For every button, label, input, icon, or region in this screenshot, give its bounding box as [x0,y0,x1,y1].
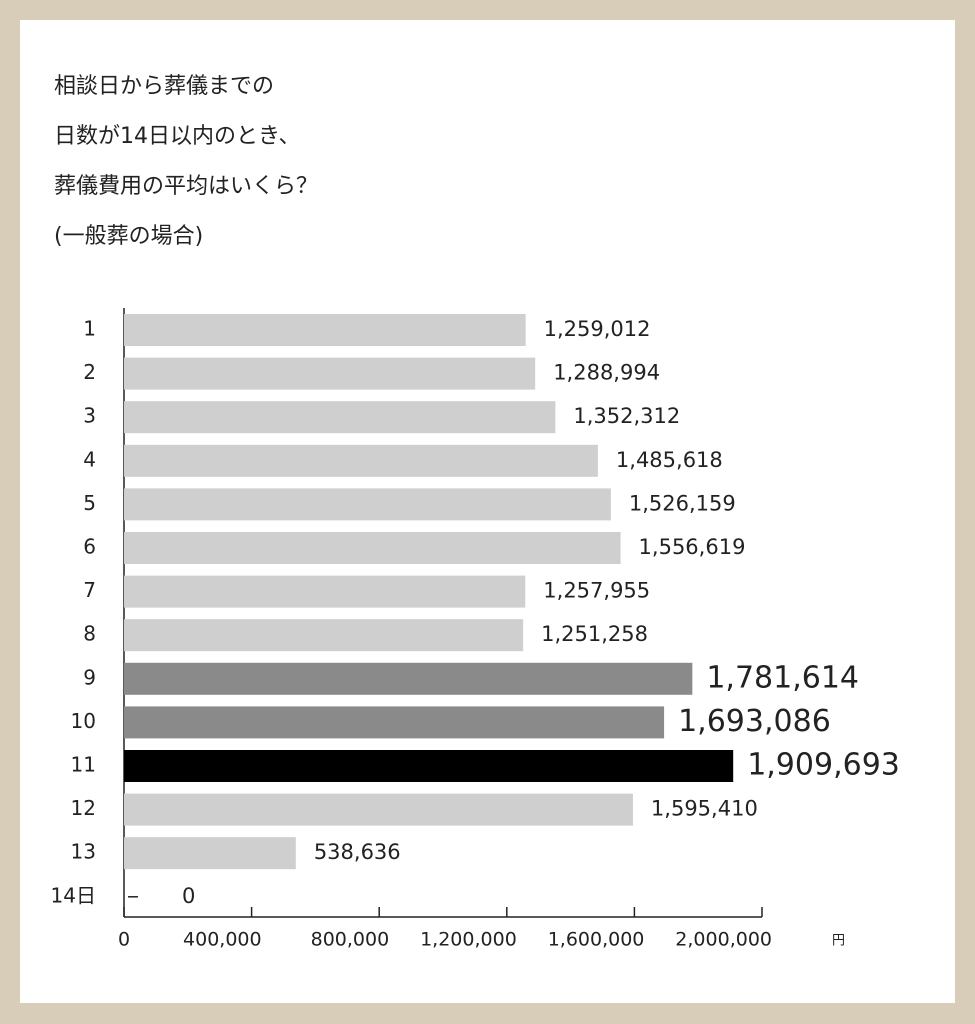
y-tick-label: 10 [71,709,96,733]
value-label: 1,556,619 [639,535,746,559]
value-label: 1,526,159 [629,491,736,515]
y-tick-label: 11 [71,753,96,777]
bar [124,750,734,782]
y-tick-label: 14日 [51,883,96,907]
value-label: 1,352,312 [573,404,680,428]
bar [124,793,633,826]
value-label: 538,636 [314,840,401,864]
value-label: 1,781,614 [706,660,859,695]
y-tick-label: 2 [83,360,96,384]
value-label: 1,693,086 [678,704,831,739]
x-tick-label: 400,000 [183,929,262,951]
bar [124,532,621,564]
value-label: 1,485,618 [616,448,723,472]
y-tick-label: 4 [83,447,96,471]
bar [124,488,611,521]
y-tick-label: 1 [83,317,96,341]
chart-title: (一般葬の場合) [54,224,203,249]
value-label: 0 [182,884,195,908]
x-tick-label: 800,000 [311,929,390,951]
value-label: 1,251,258 [541,622,648,646]
bar [124,575,526,608]
y-tick-label: 7 [83,578,96,602]
chart-title: 日数が14日以内のとき、 [54,124,300,149]
y-tick-label: 8 [83,622,96,646]
bar [124,314,526,346]
x-tick-label: 0 [118,929,130,951]
value-label: 1,288,994 [553,361,660,385]
chart-title: 葬儀費用の平均はいくら？ [54,174,318,199]
value-label: 1,595,410 [651,797,758,821]
value-label: 1,257,955 [543,579,650,603]
bar [124,619,524,652]
bar [124,401,556,434]
x-tick-label: 1,200,000 [420,929,517,951]
bar [124,662,693,695]
bar [124,706,665,739]
bar [124,357,536,390]
y-tick-label: 5 [83,491,96,515]
x-unit: 円 [832,934,845,949]
y-tick-label: 6 [83,535,96,559]
value-label: 1,259,012 [544,317,651,341]
y-tick-label: 9 [83,665,96,689]
value-label: 1,909,693 [747,748,900,783]
y-tick-label: 3 [83,404,96,428]
x-tick-label: 2,000,000 [675,929,772,951]
y-tick-label: 13 [71,840,96,864]
bar [124,444,598,477]
x-tick-label: 1,600,000 [548,929,645,951]
chart-title: 相談日から葬儀までの [54,74,274,99]
y-tick-label: 12 [71,796,96,820]
bar [124,837,296,870]
